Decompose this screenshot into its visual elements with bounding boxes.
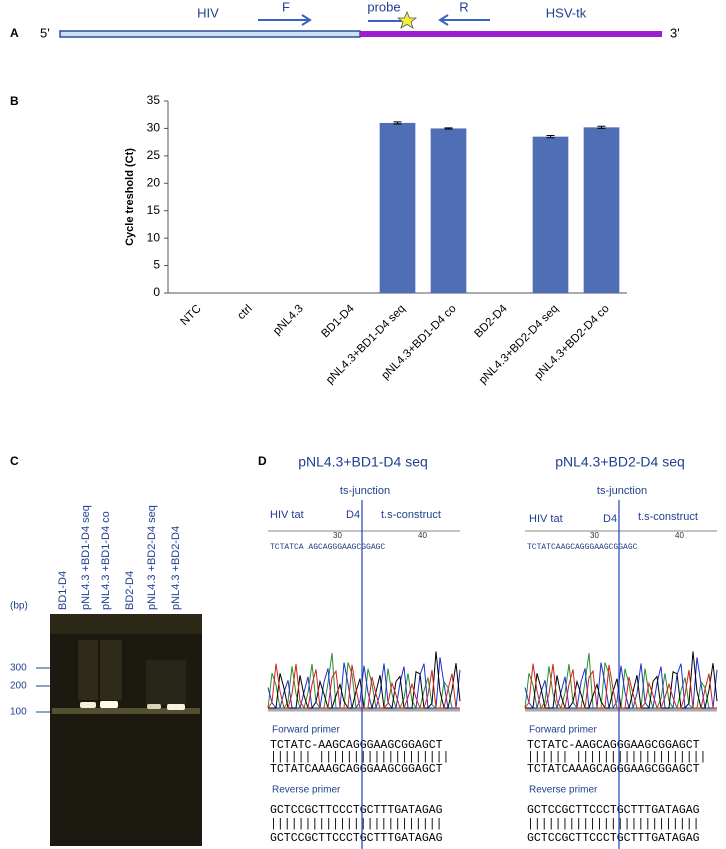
region-label: HIV tat	[529, 513, 563, 525]
panel-label: D	[258, 454, 267, 468]
error-bar	[546, 135, 555, 139]
y-tick-label: 5	[153, 258, 160, 272]
primer-label: Reverse primer	[272, 785, 341, 796]
junction-label: ts-junction	[597, 485, 647, 497]
error-bar	[444, 127, 453, 130]
bar	[532, 136, 569, 293]
sequence: |||||||||||||||||||||||||	[270, 818, 443, 831]
trace-title: pNL4.3+BD1-D4 seq	[298, 454, 428, 470]
bar	[379, 122, 416, 293]
five-prime: 5'	[40, 25, 50, 40]
y-tick-label: 25	[147, 148, 161, 162]
y-tick-label: 10	[147, 230, 161, 244]
hsv-label: HSV-tk	[546, 5, 587, 20]
hiv-label: HIV	[197, 5, 219, 20]
lane-label: pNL4.3 +BD1-D4 co	[100, 511, 112, 610]
y-tick-label: 35	[147, 93, 161, 107]
bar-chart: B Cycle treshold (Ct) 0 5 10 15 20 25 30 35 NTC c…	[10, 93, 627, 387]
probe-label: probe	[367, 0, 400, 14]
x-tick-label: BD1-D4	[319, 302, 357, 340]
y-axis-label: Cycle treshold (Ct)	[124, 148, 136, 246]
junction-label: ts-junction	[340, 485, 390, 497]
primer-label: Forward primer	[529, 725, 597, 736]
trace-title: pNL4.3+BD2-D4 seq	[555, 454, 685, 470]
unit-label: (bp)	[10, 601, 28, 612]
trace-curve	[267, 663, 460, 709]
sequence: GCTCCGCTTCCCTGCTTTGATAGAG	[527, 832, 700, 845]
x-tick-label: NTC	[179, 303, 204, 328]
region-label: t.s-construct	[381, 509, 441, 521]
sequence: |||||| |||||||||||||||||||	[270, 751, 449, 764]
lane-label: BD1-D4	[57, 571, 69, 610]
base-strip: TCTATCA AGCAGGGAAGCGGAGC	[270, 543, 385, 552]
region-label: D4	[346, 509, 360, 521]
gel-band	[147, 704, 161, 709]
marker-label: 300	[10, 663, 27, 674]
sequence: TCTATC-AAGCAGGGAAGCGGAGCT	[527, 739, 700, 752]
trace-curve	[524, 663, 717, 709]
ruler-tick: 40	[675, 531, 684, 540]
smear	[146, 660, 186, 705]
panel-label: A	[10, 26, 19, 40]
sequence: TCTATCAAAGCAGGGAAGCGGAGCT	[527, 763, 700, 776]
bar	[583, 127, 620, 294]
sequence: GCTCCGCTTCCCTGCTTTGATAGAG	[270, 804, 443, 817]
sequence: |||||| |||||||||||||||||||	[527, 751, 706, 764]
region-label: t.s-construct	[638, 511, 698, 523]
ruler-tick: 40	[418, 531, 427, 540]
panel-label: B	[10, 94, 19, 108]
reverse-label: R	[459, 0, 468, 14]
bar	[430, 128, 467, 293]
base-strip: TCTATCAAGCAGGGAAGCGGAGC	[527, 543, 638, 552]
lane-label: BD2-D4	[124, 571, 136, 610]
ruler-tick: 30	[333, 531, 342, 540]
primer-label: Forward primer	[272, 725, 340, 736]
smear	[78, 640, 98, 700]
lane-label: pNL4.3 +BD2-D4	[170, 526, 182, 610]
lane-label: pNL4.3 +BD1-D4 seq	[80, 505, 92, 610]
y-tick-label: 30	[147, 121, 161, 135]
lane-label: pNL4.3 +BD2-D4 seq	[146, 505, 158, 610]
y-tick-label: 15	[147, 203, 161, 217]
gel-band	[80, 702, 96, 708]
smear	[100, 640, 122, 700]
three-prime: 3'	[670, 25, 680, 40]
region-label: HIV tat	[270, 509, 304, 521]
region-label: D4	[603, 513, 617, 525]
sequence: TCTATCAAAGCAGGGAAGCGGAGCT	[270, 763, 443, 776]
marker-label: 100	[10, 707, 27, 718]
sequence: |||||||||||||||||||||||||	[527, 818, 700, 831]
chromatograms: pNL4.3+BD1-D4 seq ts-junction HIV tat D4 t.s…	[267, 454, 718, 849]
gel-band	[100, 701, 118, 708]
marker-label: 200	[10, 681, 27, 692]
gel	[50, 614, 202, 846]
hiv-segment	[59, 30, 361, 38]
probe-star	[396, 10, 418, 29]
x-tick-label: BD2-D4	[472, 302, 510, 340]
ladder-band	[52, 708, 200, 714]
hsv-segment	[360, 31, 662, 37]
sequence: TCTATC-AAGCAGGGAAGCGGAGCT	[270, 739, 443, 752]
gel-wells	[50, 614, 202, 634]
y-tick-label: 0	[153, 285, 160, 299]
forward-label: F	[282, 0, 290, 14]
panel-label: C	[10, 454, 19, 468]
error-bar	[393, 121, 402, 125]
ruler-tick: 30	[590, 531, 599, 540]
primer-label: Reverse primer	[529, 785, 598, 796]
y-tick-label: 20	[147, 175, 161, 189]
sequence: GCTCCGCTTCCCTGCTTTGATAGAG	[270, 832, 443, 845]
sequence: GCTCCGCTTCCCTGCTTTGATAGAG	[527, 804, 700, 817]
gel-band	[167, 704, 185, 710]
x-tick-label: pNL4.3	[271, 303, 306, 338]
forward-arrowhead	[301, 14, 312, 26]
gel-labels: BD1-D4 pNL4.3 +BD1-D4 seq pNL4.3 +BD1-D4 c…	[10, 505, 182, 718]
error-bar	[597, 125, 606, 129]
reverse-arrowhead	[438, 14, 449, 26]
x-tick-label: ctrl	[235, 303, 254, 322]
